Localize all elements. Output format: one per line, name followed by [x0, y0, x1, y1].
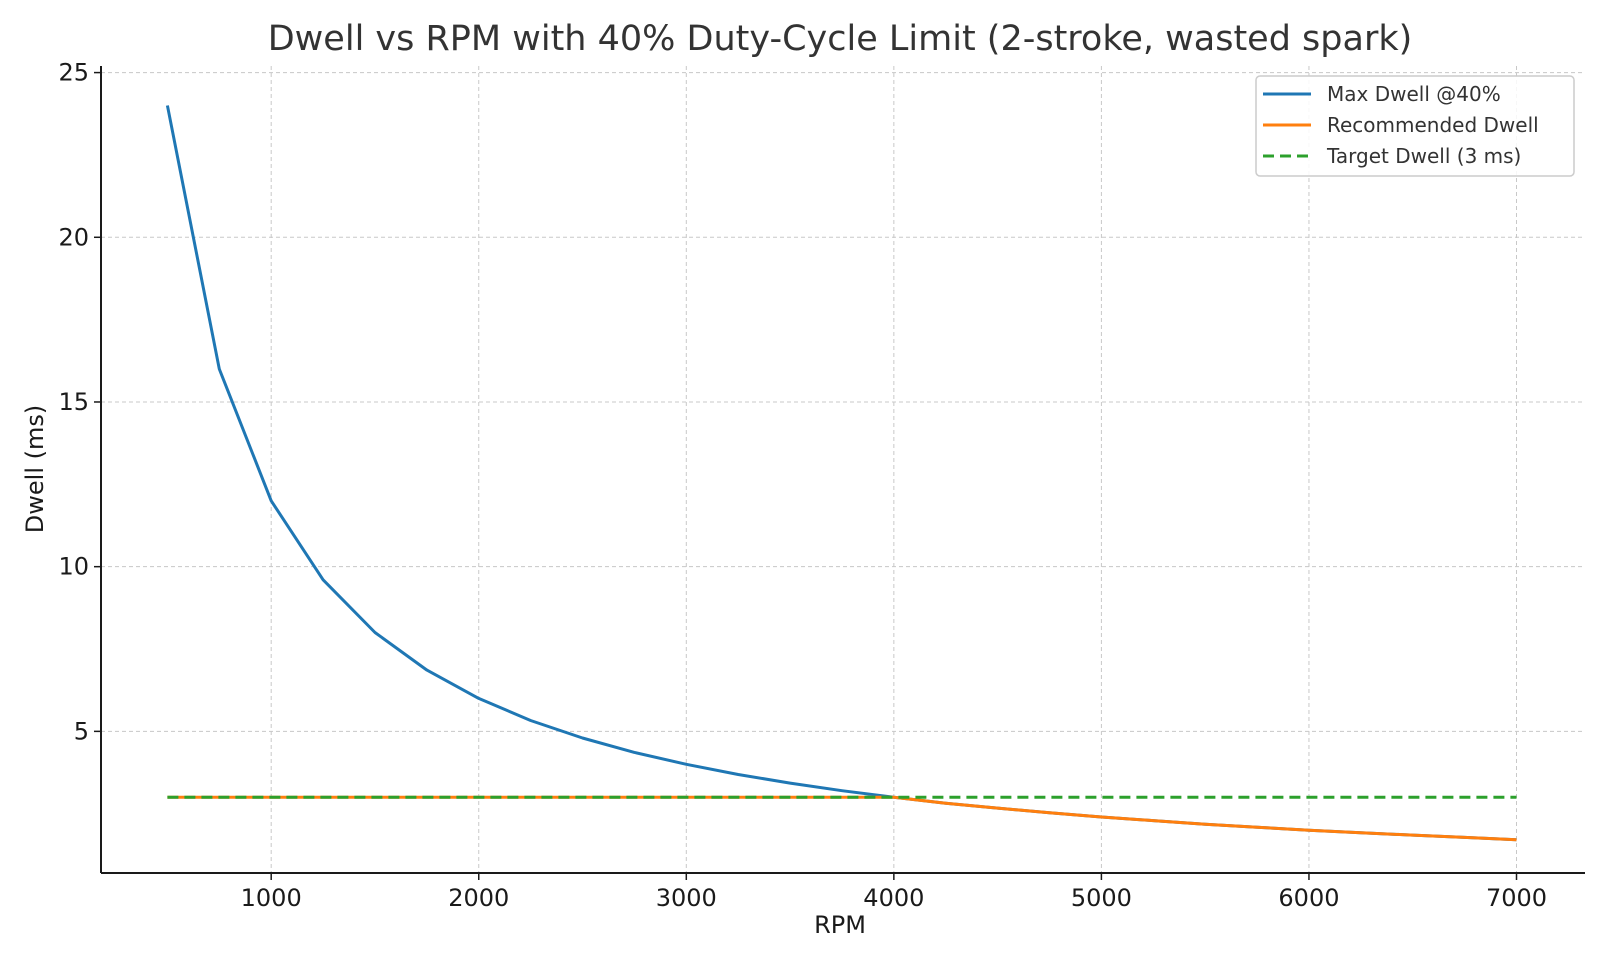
y-tick-label: 15 [58, 388, 89, 416]
ticks: 1000 2000 3000 4000 5000 6000 7000 5 10 15 20 25 [58, 59, 1547, 912]
legend-label-0: Max Dwell @40% [1327, 82, 1501, 106]
legend-label-2: Target Dwell (3 ms) [1326, 144, 1521, 168]
y-tick-label: 10 [58, 553, 89, 581]
legend: Max Dwell @40% Recommended Dwell Target Dw… [1255, 75, 1575, 177]
legend-label-1: Recommended Dwell [1327, 113, 1539, 137]
series-line-0 [165, 105, 1517, 842]
legend-box [1255, 75, 1575, 177]
series-line-1 [167, 795, 1517, 842]
y-tick-label: 5 [74, 717, 89, 745]
x-tick-label: 1000 [241, 884, 302, 912]
x-tick-label: 4000 [863, 884, 924, 912]
x-tick-label: 5000 [1071, 884, 1132, 912]
x-tick-label: 2000 [448, 884, 509, 912]
x-tick-label: 3000 [656, 884, 717, 912]
y-tick-label: 25 [58, 59, 89, 87]
x-axis-label: RPM [814, 911, 866, 939]
y-tick-label: 20 [58, 223, 89, 251]
chart-title: Dwell vs RPM with 40% Duty-Cycle Limit (… [268, 19, 1413, 59]
y-axis-label: Dwell (ms) [21, 405, 49, 533]
x-tick-label: 7000 [1486, 884, 1547, 912]
grid [101, 66, 1585, 873]
series-lines [165, 105, 1517, 842]
axes [100, 66, 1585, 874]
x-tick-label: 6000 [1278, 884, 1339, 912]
